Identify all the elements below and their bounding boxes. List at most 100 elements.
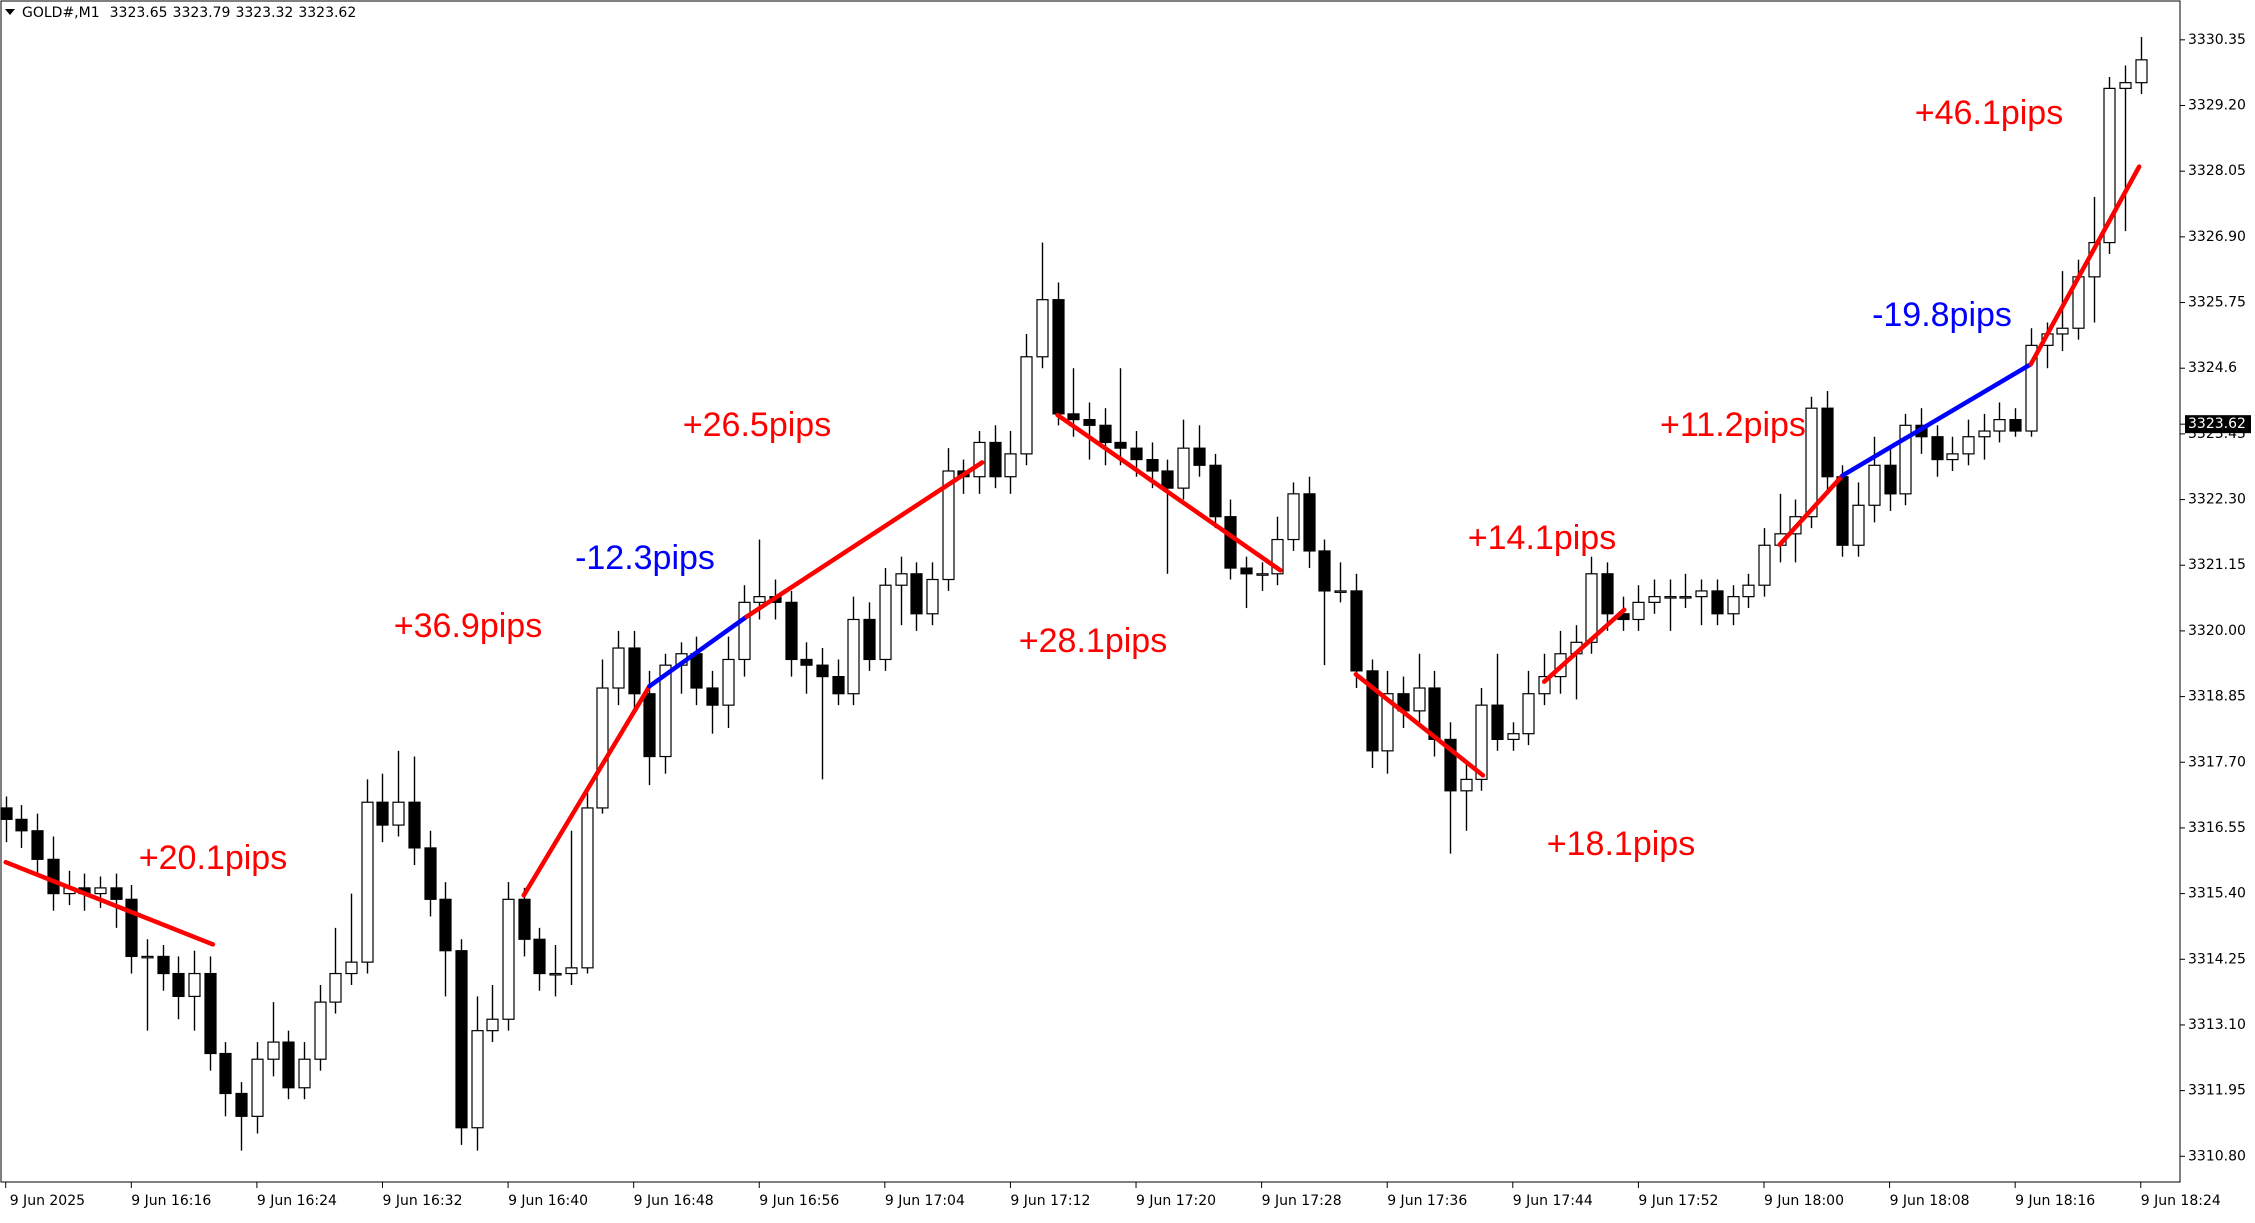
candle-body [1381, 693, 1394, 752]
candle-body [549, 972, 562, 976]
candle-body [1978, 430, 1991, 438]
y-tick-label: 3311.95 [2188, 1083, 2246, 1099]
candle-body [1413, 687, 1426, 712]
y-tick-label: 3326.90 [2188, 229, 2246, 245]
candle-body [1742, 584, 1755, 598]
candle-body [1585, 573, 1598, 643]
pips-label: +18.1pips [1547, 825, 1695, 863]
candle-body [581, 807, 594, 969]
candle-body [1601, 573, 1614, 615]
candle-body [565, 967, 578, 975]
x-tick-label: 9 Jun 18:16 [2015, 1193, 2095, 1209]
candle-body [31, 830, 44, 860]
x-tick-label: 9 Jun 17:36 [1387, 1193, 1467, 1209]
candle-body [1130, 447, 1143, 461]
x-tick-label: 9 Jun 16:32 [382, 1193, 462, 1209]
candle-body [1899, 424, 1912, 495]
candle-body [141, 955, 154, 959]
y-tick-label: 3310.80 [2188, 1148, 2246, 1164]
candle-body [392, 801, 405, 826]
y-tick-label: 3314.25 [2188, 951, 2246, 967]
candle-body [1083, 419, 1096, 426]
candle-body [910, 573, 923, 615]
candle-body [1931, 436, 1944, 461]
pips-label: +28.1pips [1019, 622, 1167, 660]
header-arrow [5, 9, 15, 15]
pips-label: +36.9pips [394, 607, 542, 645]
price-tag-label: 3323.62 [2188, 416, 2246, 432]
x-tick-label: 9 Jun 16:48 [634, 1193, 714, 1209]
header-high: 3323.79 [173, 5, 231, 21]
trendline [1055, 412, 1283, 573]
candle-body [1350, 590, 1363, 672]
candle-body [329, 972, 342, 1003]
candle-body [1224, 516, 1237, 569]
candle-body [1727, 596, 1740, 615]
candle-body [1664, 596, 1677, 599]
candle-body [1993, 419, 2006, 432]
candle-body [628, 647, 641, 695]
candle-body [376, 801, 389, 826]
candle-body [47, 858, 60, 895]
candle-body [1193, 447, 1206, 466]
candle-body [188, 972, 201, 997]
x-tick-label: 9 Jun 16:24 [257, 1193, 337, 1209]
candle-body [2009, 419, 2022, 432]
y-tick-label: 3315.40 [2188, 886, 2246, 902]
trendline [1840, 361, 2034, 478]
trendline [647, 614, 749, 689]
candle-body [439, 898, 452, 952]
candle-body [847, 618, 860, 695]
pips-label: +11.2pips [1660, 406, 1806, 444]
header-close: 3323.62 [298, 5, 356, 21]
candle-body [1507, 733, 1520, 741]
header-low: 3323.32 [235, 5, 293, 21]
candle-body [1962, 436, 1975, 455]
price-tag [2185, 415, 2251, 434]
candle-body [1884, 464, 1897, 495]
y-tick-label: 3316.55 [2188, 820, 2246, 836]
candle-body [408, 801, 421, 849]
candle-body [753, 596, 766, 603]
candle-body [816, 664, 829, 678]
candle-body [1695, 590, 1708, 598]
candle-body [1852, 504, 1865, 546]
candle-body [1836, 476, 1849, 546]
candle-body [1366, 670, 1379, 752]
trendline [521, 684, 652, 898]
candle-body [690, 653, 703, 689]
candle-body [1052, 299, 1065, 415]
candle-body [471, 1030, 484, 1129]
candle-body [1004, 453, 1017, 478]
candle-body [1099, 424, 1112, 444]
trendline [744, 460, 985, 619]
candle-body [533, 938, 546, 975]
candle-body [1460, 778, 1473, 792]
candle-body [1679, 596, 1692, 599]
y-tick-label: 3317.70 [2188, 754, 2246, 770]
candle-body [94, 887, 107, 895]
x-tick-label: 9 Jun 16:56 [759, 1193, 839, 1209]
candle-body [1946, 453, 1959, 461]
candle-body [1805, 407, 1818, 518]
candle-body [157, 955, 170, 975]
candle-body [267, 1041, 280, 1060]
y-tick-label: 3320.00 [2188, 623, 2246, 639]
candle-body [2103, 87, 2116, 244]
header-open: 3323.65 [110, 5, 168, 21]
candle-body [502, 898, 515, 1020]
candle-body [612, 647, 625, 689]
candle-body [926, 578, 939, 615]
y-tick-label: 3324.6 [2188, 360, 2237, 376]
candle-body [1868, 464, 1881, 506]
candle-body [973, 441, 986, 478]
candle-body [298, 1058, 311, 1089]
candle-body [1444, 738, 1457, 792]
candle-body [879, 584, 892, 661]
candle-body [1146, 458, 1159, 472]
pips-label: +20.1pips [139, 839, 287, 877]
candle-body [989, 441, 1002, 478]
candle-body [486, 1018, 499, 1032]
candle-body [863, 618, 876, 661]
